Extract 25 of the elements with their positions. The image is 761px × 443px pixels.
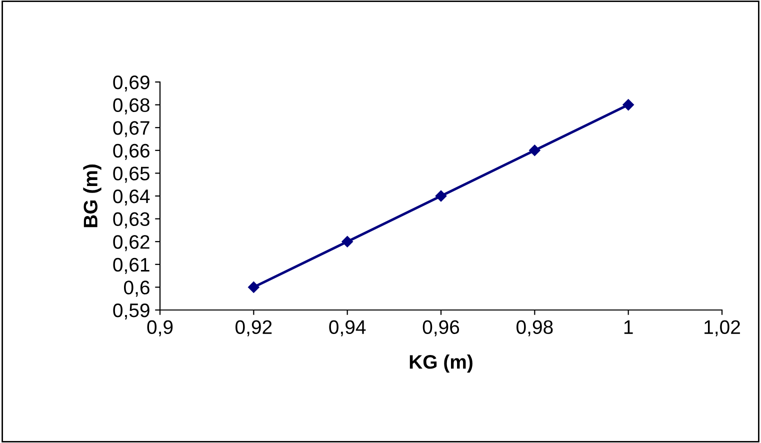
y-tick-label: 0,63	[113, 212, 150, 228]
y-tick-label: 0,59	[113, 303, 150, 320]
x-tick-label: 1	[624, 320, 633, 334]
point	[342, 236, 353, 248]
y-tick-label: 0,68	[113, 98, 150, 114]
x-tick-label: 0,98	[516, 320, 553, 336]
point	[435, 190, 447, 202]
x-tick-label: 1,02	[704, 320, 740, 336]
y-axis-title: BG (m)	[83, 164, 102, 228]
x-tick-label: 0,94	[329, 320, 366, 336]
y-tick-label: 0,64	[113, 189, 150, 206]
y-tick-label: 0,65	[113, 166, 150, 183]
y-tick-label: 0,61	[113, 258, 150, 274]
y-tick-label: 0,62	[113, 235, 150, 252]
y-tick-label: 0,69	[113, 75, 150, 92]
point	[622, 99, 634, 110]
y-tick-label: 0,67	[113, 121, 150, 138]
y-tick-label: 0,6	[124, 280, 150, 297]
point	[248, 282, 260, 293]
x-tick-label: 0,96	[422, 320, 460, 336]
x-tick-label: 0,9	[147, 320, 173, 336]
x-axis-title: KG (m)	[410, 354, 472, 373]
point	[529, 144, 540, 156]
y-tick-label: 0,66	[113, 144, 150, 160]
x-tick-label: 0,92	[236, 320, 272, 336]
